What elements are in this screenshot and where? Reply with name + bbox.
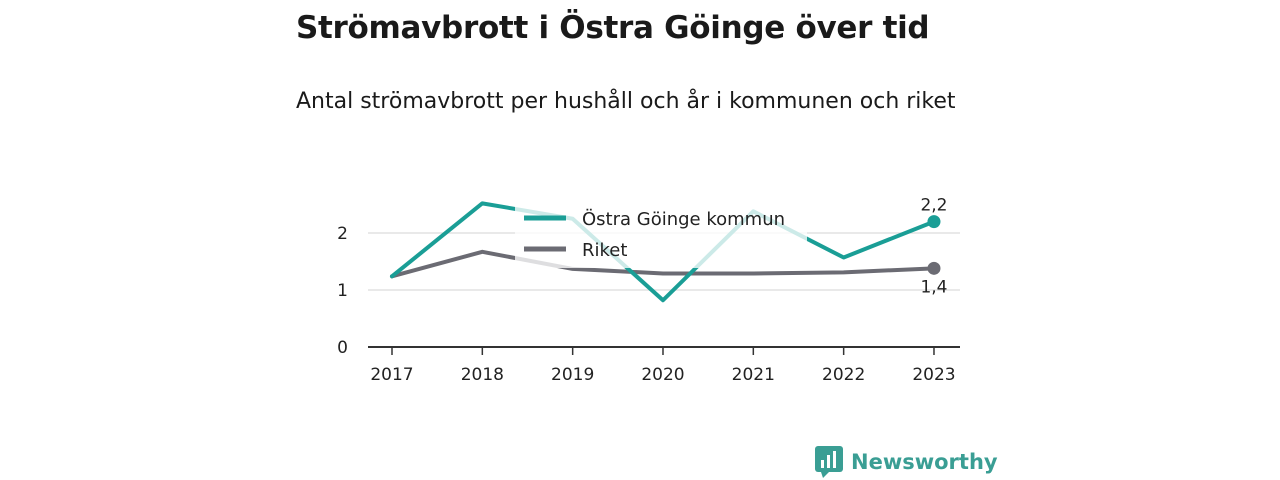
y-tick-label: 2	[337, 224, 348, 244]
x-tick-label: 2021	[732, 365, 775, 385]
line-chart: 0 1 2 2017 2018 2019 2020 2021 2022 2023 Östra G…	[337, 196, 960, 385]
x-tick-label: 2022	[822, 365, 865, 385]
end-point-marker	[927, 261, 941, 275]
series-line-kommun	[390, 201, 936, 303]
legend-label: Riket	[582, 240, 627, 261]
x-tick-label: 2018	[461, 365, 504, 385]
end-value-label: 1,4	[920, 277, 947, 297]
legend: Östra Göinge kommun Riket	[515, 196, 807, 268]
series-line-riket	[390, 249, 936, 279]
value-labels: 2,2 1,4	[920, 196, 947, 298]
y-tick-label: 0	[337, 338, 348, 358]
x-tick-label: 2020	[641, 365, 684, 385]
bar-chart-speech-bubble-icon	[815, 446, 843, 478]
end-value-label: 2,2	[920, 196, 947, 216]
chart-subtitle: Antal strömavbrott per hushåll och år i …	[296, 89, 956, 114]
chart-title: Strömavbrott i Östra Göinge över tid	[296, 10, 930, 46]
series-lines	[390, 201, 936, 303]
legend-label: Östra Göinge kommun	[582, 208, 785, 230]
end-point-marker	[927, 215, 941, 229]
brand-name: Newsworthy	[851, 450, 998, 474]
brand-logo: Newsworthy	[815, 446, 998, 478]
x-tick-label: 2019	[551, 365, 594, 385]
legend-background	[515, 196, 807, 268]
x-tick-label: 2023	[912, 365, 955, 385]
x-tick-label: 2017	[370, 365, 413, 385]
y-tick-label: 1	[337, 281, 348, 301]
x-axis: 2017 2018 2019 2020 2021 2022 2023	[368, 346, 960, 385]
